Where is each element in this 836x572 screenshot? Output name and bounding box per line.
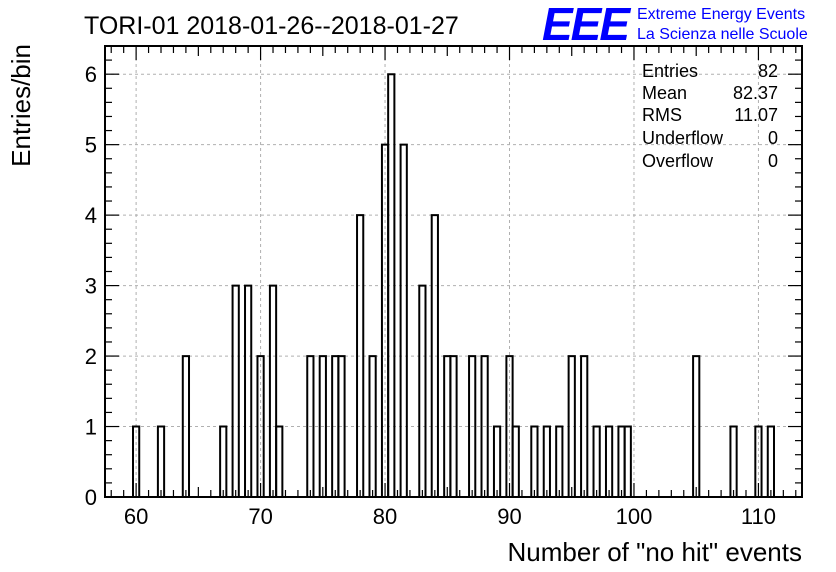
y-tick-label: 2 — [85, 344, 97, 369]
histogram-bin — [368, 355, 377, 497]
eee-logo: EEE Extreme Energy Events La Scienza nel… — [542, 0, 808, 50]
x-axis-title: Number of "no hit" events — [508, 537, 803, 567]
stats-value-rms: 11.07 — [734, 105, 778, 125]
eee-logo-line1: Extreme Energy Events — [637, 6, 805, 23]
histogram-bin — [766, 425, 775, 497]
stats-value-underflow: 0 — [768, 128, 778, 148]
eee-logo-mark: EEE — [542, 0, 631, 50]
histogram-bin — [132, 425, 141, 497]
histogram-bin — [156, 425, 166, 497]
histogram-bin — [604, 425, 614, 497]
histogram-bin — [729, 425, 738, 497]
x-tick-label: 60 — [124, 504, 148, 529]
histogram-bin — [580, 355, 589, 497]
histogram-bin — [219, 425, 228, 497]
histogram-bin — [275, 425, 284, 497]
histogram-bin — [387, 73, 396, 497]
chart-title: TORI-01 2018-01-26--2018-01-27 — [84, 12, 459, 40]
histogram-layer — [132, 73, 775, 497]
histogram-bin — [256, 355, 265, 497]
histogram-bin — [623, 425, 632, 497]
histogram-bin — [181, 355, 191, 497]
histogram-bin — [480, 355, 489, 497]
histogram-bin — [468, 355, 477, 497]
stats-label-rms: RMS — [642, 105, 682, 125]
y-axis-title: Entries/bin — [6, 44, 36, 167]
histogram-bin — [592, 425, 601, 497]
stats-label-mean: Mean — [642, 83, 687, 103]
histogram-bin — [555, 425, 564, 497]
histogram-bin — [399, 143, 408, 497]
histogram-bin — [430, 214, 439, 497]
stats-label-entries: Entries — [642, 61, 698, 81]
y-tick-label: 1 — [85, 415, 97, 440]
y-tick-label: 5 — [85, 133, 97, 158]
histogram-bin — [268, 284, 278, 497]
x-tick-label: 80 — [373, 504, 397, 529]
histogram-bin — [449, 355, 458, 497]
eee-logo-line2: La Scienza nelle Scuole — [637, 26, 808, 43]
histogram-bin — [418, 284, 427, 497]
histogram-bin — [231, 284, 240, 497]
stats-value-overflow: 0 — [768, 151, 778, 171]
histogram-bin — [244, 284, 253, 497]
stats-value-entries: 82 — [758, 61, 778, 81]
histogram-bin — [306, 355, 315, 497]
grid-layer — [105, 46, 802, 497]
histogram-bin — [567, 355, 576, 497]
histogram-bin — [318, 355, 327, 497]
stats-value-mean: 82.37 — [733, 83, 778, 103]
x-tick-label: 90 — [497, 504, 521, 529]
stats-box: Entries 82 Mean 82.37 RMS 11.07 Underflo… — [642, 61, 778, 171]
histogram-bin — [530, 425, 539, 497]
y-tick-label: 3 — [85, 274, 97, 299]
x-tick-label: 100 — [616, 504, 653, 529]
stats-label-overflow: Overflow — [642, 151, 714, 171]
histogram-bin — [692, 355, 701, 497]
histogram-bin — [337, 355, 346, 497]
histogram-bin — [356, 214, 365, 497]
histogram-bin — [492, 425, 502, 497]
x-tick-label: 70 — [248, 504, 272, 529]
y-tick-label: 6 — [85, 62, 97, 87]
x-tick-label: 110 — [741, 504, 776, 529]
y-tick-label: 4 — [85, 203, 97, 228]
histogram-bin — [754, 425, 763, 497]
histogram-bin — [542, 425, 551, 497]
histogram-bin — [511, 425, 520, 497]
stats-label-underflow: Underflow — [642, 128, 724, 148]
y-tick-label: 0 — [85, 485, 97, 510]
axis-layer: 60 70 80 90 100 110 0 1 2 3 4 5 6 — [85, 45, 803, 529]
